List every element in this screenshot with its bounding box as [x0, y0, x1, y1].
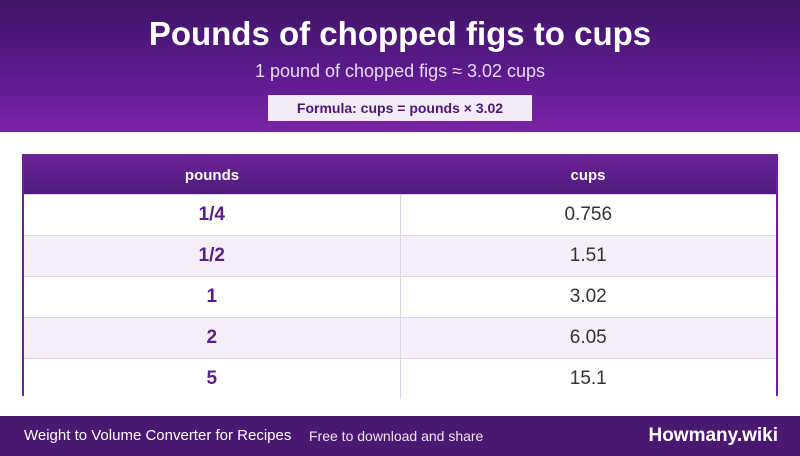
page-title: Pounds of chopped figs to cups — [0, 14, 800, 54]
conversion-subtitle: 1 pound of chopped figs ≈ 3.02 cups — [0, 60, 800, 82]
formula-box: Formula: cups = pounds × 3.02 — [268, 95, 532, 121]
pounds-cell: 1/4 — [24, 195, 400, 236]
footer-share-note: Free to download and share — [309, 416, 483, 456]
pounds-cell: 1 — [24, 277, 400, 318]
pounds-cell: 1/2 — [24, 236, 400, 277]
table-row: 2 6.05 — [24, 318, 776, 359]
header-banner: Pounds of chopped figs to cups 1 pound o… — [0, 0, 800, 132]
pounds-cell: 5 — [24, 359, 400, 400]
footer-bar: Weight to Volume Converter for Recipes F… — [0, 416, 800, 456]
cups-cell: 3.02 — [400, 277, 776, 318]
table-header-row: pounds cups — [24, 156, 776, 195]
cups-cell: 1.51 — [400, 236, 776, 277]
cups-cell: 0.756 — [400, 195, 776, 236]
table-row: 1/2 1.51 — [24, 236, 776, 277]
brand-logo-text[interactable]: Howmany.wiki — [648, 416, 778, 456]
pounds-cell: 2 — [24, 318, 400, 359]
table-row: 1/4 0.756 — [24, 195, 776, 236]
footer-converter-name: Weight to Volume Converter for Recipes — [24, 416, 291, 456]
column-header-pounds: pounds — [24, 156, 400, 195]
table-row: 5 15.1 — [24, 359, 776, 400]
column-header-cups: cups — [400, 156, 776, 195]
cups-cell: 15.1 — [400, 359, 776, 400]
conversion-table: pounds cups 1/4 0.756 1/2 1.51 1 3.02 2 … — [22, 154, 778, 396]
cups-cell: 6.05 — [400, 318, 776, 359]
table-row: 1 3.02 — [24, 277, 776, 318]
